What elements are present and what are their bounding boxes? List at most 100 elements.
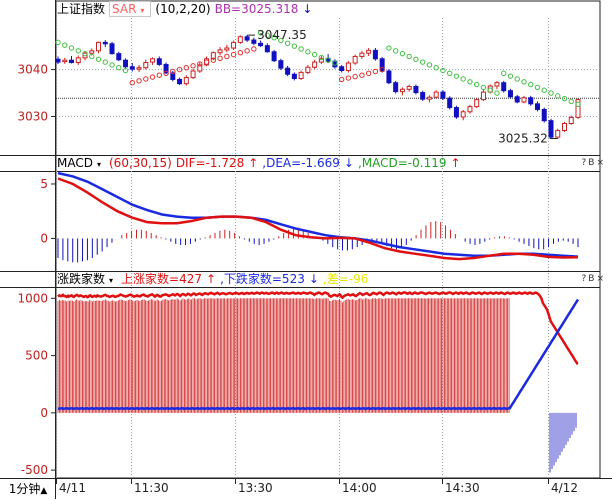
candle-body (548, 120, 554, 138)
sar-point (217, 55, 223, 62)
candle-body (123, 59, 129, 68)
candle-body (440, 91, 446, 99)
macd-panel[interactable]: 05 (40, 171, 579, 263)
sar-point (237, 50, 244, 56)
sar-point (507, 73, 514, 79)
sar-point (109, 62, 115, 68)
x-tick-label: 14:30 (445, 481, 480, 495)
candle-body (393, 82, 399, 93)
candle-body (420, 92, 426, 100)
sar-point (75, 48, 81, 54)
sar-point (460, 76, 466, 82)
candle-body (514, 96, 520, 103)
low-label: 3025.32 (498, 132, 548, 146)
candle-body (413, 85, 419, 94)
candle-body (541, 108, 547, 122)
indicator-select-sar[interactable]: SAR ▾ (109, 1, 152, 17)
sar-point (230, 51, 237, 58)
candle-body (386, 70, 392, 84)
panel1-header: 上证指数 SAR ▾ (10,2,20) BB=3025.318 ↓ (57, 1, 316, 17)
sar-point (116, 65, 122, 71)
high-label: 3047.35 (257, 28, 307, 42)
sar-point (163, 70, 169, 77)
panel3-header: 涨跌家数 ▾ 上涨家数=427 ↑ ,下跌家数=523 ↓ ,差=-96 (57, 272, 372, 287)
candle-body (366, 49, 372, 54)
sar-point (575, 101, 581, 107)
period-button[interactable]: 1分钟▲ (8, 482, 48, 496)
sar-point (68, 45, 75, 51)
candle-body (555, 130, 561, 138)
sar-point (136, 78, 142, 84)
candle-body (217, 49, 223, 54)
price-panel[interactable]: 3030 3040 3047.35 3025.32 (17, 28, 600, 146)
sar-point (257, 30, 264, 36)
sar-point (379, 66, 385, 73)
close-icon[interactable]: × (596, 274, 604, 284)
sar-point (480, 84, 487, 91)
y-tick-label: 0 (40, 406, 48, 420)
candle-body (89, 50, 95, 54)
candle-body (453, 107, 459, 118)
candle-body (501, 82, 507, 92)
candle-body (298, 71, 304, 79)
candle-body (163, 63, 169, 74)
sar-point (392, 48, 399, 54)
sar-point (338, 76, 345, 83)
candle-body (251, 39, 257, 44)
candle-body (291, 73, 297, 79)
y-tick-label: -500 (21, 463, 48, 477)
macd-value: ,MACD=-0.119 (357, 156, 447, 170)
candle-body (237, 36, 243, 43)
x-tick-label: 4/12 (551, 481, 578, 495)
candle-body (264, 45, 270, 53)
help-icon[interactable]: ? (581, 158, 587, 168)
down-count-line (57, 298, 580, 411)
sar-point (494, 90, 500, 96)
sar-point (487, 87, 493, 93)
sar-point (372, 68, 379, 75)
bb-arrow-icon: ↓ (302, 2, 313, 16)
settings-icon[interactable]: B (588, 274, 595, 284)
candle-body (379, 58, 385, 72)
help-icon[interactable]: ? (581, 274, 587, 284)
candle-body (339, 66, 345, 72)
candle-body (129, 66, 135, 70)
sar-point (284, 40, 291, 47)
sar-point (386, 45, 392, 51)
x-tick-label: 11:30 (134, 481, 169, 495)
candle-body (568, 116, 574, 125)
sar-point (305, 49, 311, 55)
sar-point (352, 73, 358, 80)
close-icon[interactable]: × (596, 158, 604, 168)
sar-point (555, 93, 561, 99)
sar-point (143, 76, 149, 82)
indicator-select-macd[interactable]: MACD ▾ (57, 156, 101, 170)
y-tick-label: 1000 (17, 291, 48, 305)
settings-icon[interactable]: B (588, 158, 595, 168)
sar-point (467, 79, 473, 85)
up-count: 上涨家数=427 (121, 272, 202, 286)
sar-point (521, 79, 527, 85)
candle-body (406, 85, 412, 90)
candle-body (109, 43, 115, 55)
candle-body (271, 51, 277, 62)
sar-point (332, 60, 338, 66)
candle-body (143, 62, 149, 69)
candle-body (359, 52, 365, 57)
candle-body (480, 91, 486, 101)
candle-body (231, 41, 237, 49)
dea-value: ,DEA=-1.669 (262, 156, 340, 170)
candle-body (528, 97, 534, 105)
x-tick-label: 13:30 (238, 481, 273, 495)
breadth-panel[interactable]: -500 0 500 1000 (17, 291, 580, 477)
sar-point (359, 72, 365, 78)
indicator-select-breadth[interactable]: 涨跌家数 ▾ (57, 272, 114, 286)
x-tick-label: 14:00 (342, 481, 377, 495)
sar-point (170, 68, 176, 75)
sar-point (399, 50, 406, 57)
sar-point (89, 53, 95, 60)
candle-body (575, 99, 581, 118)
sar-point (122, 67, 129, 74)
